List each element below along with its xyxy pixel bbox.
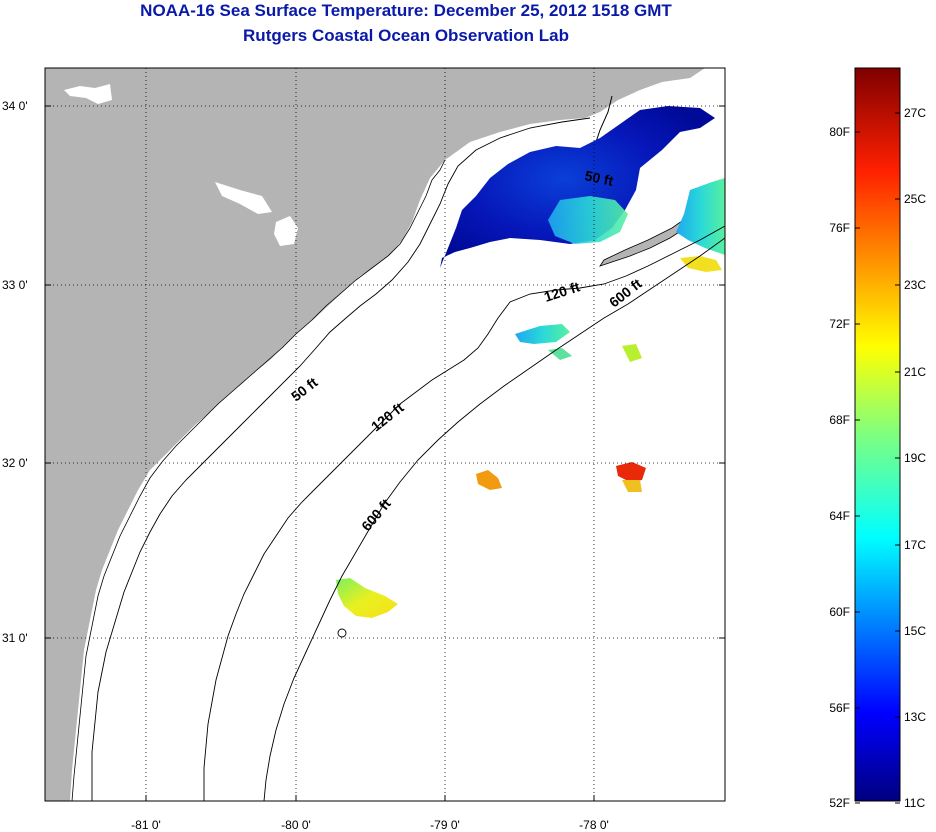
colorbar-c-label: 21C [904, 365, 926, 379]
colorbar-f-label: 80F [829, 125, 850, 139]
colorbar-c-label: 13C [904, 710, 926, 724]
colorbar-c-ticks: 27C 25C 23C 21C 19C 17C 15C 13C 11C [895, 106, 926, 810]
land-lake [274, 216, 298, 246]
land-lake [64, 84, 112, 104]
sst-patch-red [616, 462, 646, 482]
land-mass [45, 68, 705, 801]
y-tick-label: 31 0' [2, 631, 28, 645]
x-tick-label: -81 0' [131, 818, 161, 832]
map-plot-area: 50 ft 120 ft 600 ft 50 ft 120 ft 600 ft [45, 68, 725, 801]
sst-patch-mid [515, 324, 570, 344]
sst-patch-orange [476, 470, 502, 490]
sst-patch-cool [548, 196, 628, 244]
x-tick-label: -80 0' [281, 818, 311, 832]
sst-patch-warm-ne [680, 256, 722, 272]
coastline [71, 159, 446, 801]
colorbar-c-label: 19C [904, 451, 926, 465]
sst-patch-green [622, 344, 642, 362]
colorbar-f-label: 60F [829, 605, 850, 619]
colorbar-c-label: 15C [904, 624, 926, 638]
contour-600ft [263, 237, 725, 801]
sst-patch-yellow [336, 578, 398, 618]
land-lake [215, 182, 272, 214]
y-tick-label: 32 0' [2, 456, 28, 470]
contour-120ft [203, 225, 725, 801]
colorbar-f-label: 56F [829, 701, 850, 715]
x-tick-label: -78 0' [579, 818, 609, 832]
sst-patch-cold [440, 106, 715, 268]
contour-label: 50 ft [583, 167, 615, 189]
colorbar-f-ticks: 80F 76F 72F 68F 64F 60F 56F 52F [829, 125, 860, 810]
plot-frame [44, 67, 726, 802]
bathy-ring [337, 628, 347, 638]
graticule [45, 68, 725, 801]
colorbar-c-label: 11C [904, 796, 925, 810]
x-tick-label: -79 0' [430, 818, 460, 832]
colorbar-f-label: 72F [829, 317, 850, 331]
contour-50ft [91, 117, 591, 801]
map-subtitle: Rutgers Coastal Ocean Observation Lab [243, 26, 569, 45]
sst-patch-red-tail [622, 480, 642, 492]
colorbar-f-label: 68F [829, 413, 850, 427]
colorbar-gradient [854, 67, 901, 802]
barrier-island [595, 95, 613, 143]
colorbar-c-label: 17C [904, 538, 926, 552]
sst-patch-nearshore [676, 178, 725, 255]
colorbar-f-label: 52F [829, 796, 850, 810]
colorbar-c-label: 27C [904, 106, 926, 120]
map-title: NOAA-16 Sea Surface Temperature: Decembe… [140, 1, 672, 20]
colorbar-f-label: 76F [829, 221, 850, 235]
colorbar: 80F 76F 72F 68F 64F 60F 56F 52F 27C 25C 23C 21C 19C… [829, 67, 926, 810]
y-tick-label: 33 0' [2, 278, 28, 292]
colorbar-c-label: 25C [904, 192, 926, 206]
colorbar-f-label: 64F [829, 509, 850, 523]
colorbar-c-label: 23C [904, 278, 926, 292]
y-tick-label: 34 0' [2, 99, 28, 113]
frame-ticks [45, 105, 725, 801]
